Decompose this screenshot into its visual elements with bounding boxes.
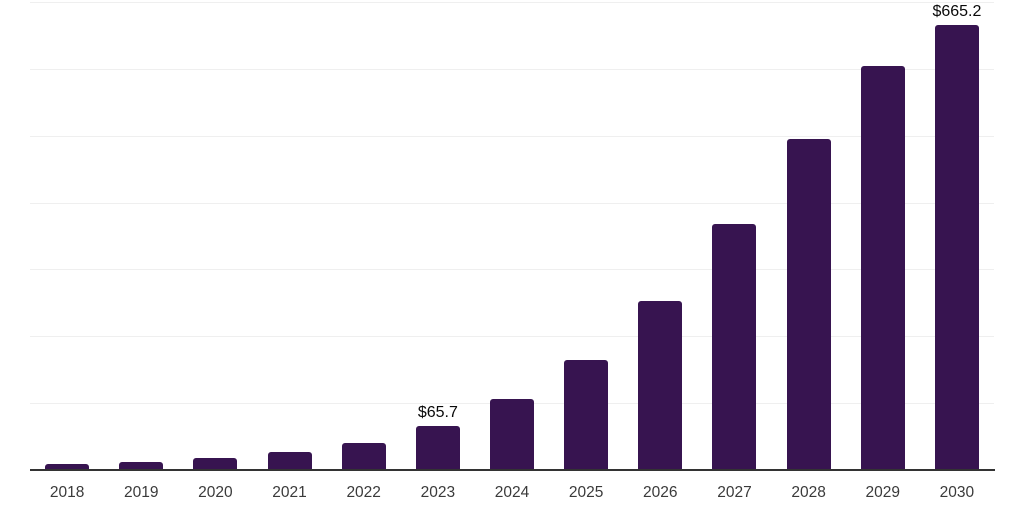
gridline-700	[30, 2, 994, 3]
x-tick-label-2029: 2029	[865, 484, 900, 501]
gridline-600	[30, 68, 994, 70]
bar-2018	[45, 463, 90, 470]
x-tick-label-2021: 2021	[272, 484, 307, 501]
x-tick-label-2030: 2030	[939, 484, 975, 501]
x-tick-label-2022: 2022	[346, 484, 381, 501]
x-tick-label-2027: 2027	[717, 484, 752, 501]
bar-2030	[934, 25, 979, 470]
bar-2022	[341, 442, 386, 470]
value-label-2023: $65.7	[417, 404, 458, 422]
x-tick-label-2018: 2018	[49, 484, 85, 501]
gridline-200	[30, 336, 994, 338]
gridline-400	[30, 202, 994, 204]
gridline-500	[30, 135, 994, 137]
x-tick-label-2019: 2019	[123, 484, 159, 501]
bar-2025	[564, 359, 609, 470]
value-label-2030: $665.2	[932, 3, 982, 21]
bar-2023	[415, 426, 460, 470]
x-tick-label-2025: 2025	[568, 484, 604, 501]
x-tick-label-2028: 2028	[791, 484, 826, 501]
x-tick-label-2026: 2026	[643, 484, 678, 501]
bar-2019	[119, 461, 164, 470]
bar-2028	[786, 139, 831, 470]
plot-area: $65.7 $665.2	[30, 2, 994, 470]
bar-2021	[267, 452, 312, 470]
bar-2027	[712, 223, 757, 470]
bar-2024	[490, 399, 534, 470]
bar-2029	[860, 65, 905, 470]
x-tick-label-2024: 2024	[494, 484, 530, 501]
bar-2020	[193, 457, 238, 470]
bar-2026	[638, 300, 683, 470]
x-tick-label-2023: 2023	[420, 484, 456, 501]
gridline-300	[30, 269, 994, 271]
x-axis-line	[30, 469, 995, 471]
x-tick-label-2020: 2020	[198, 484, 233, 501]
